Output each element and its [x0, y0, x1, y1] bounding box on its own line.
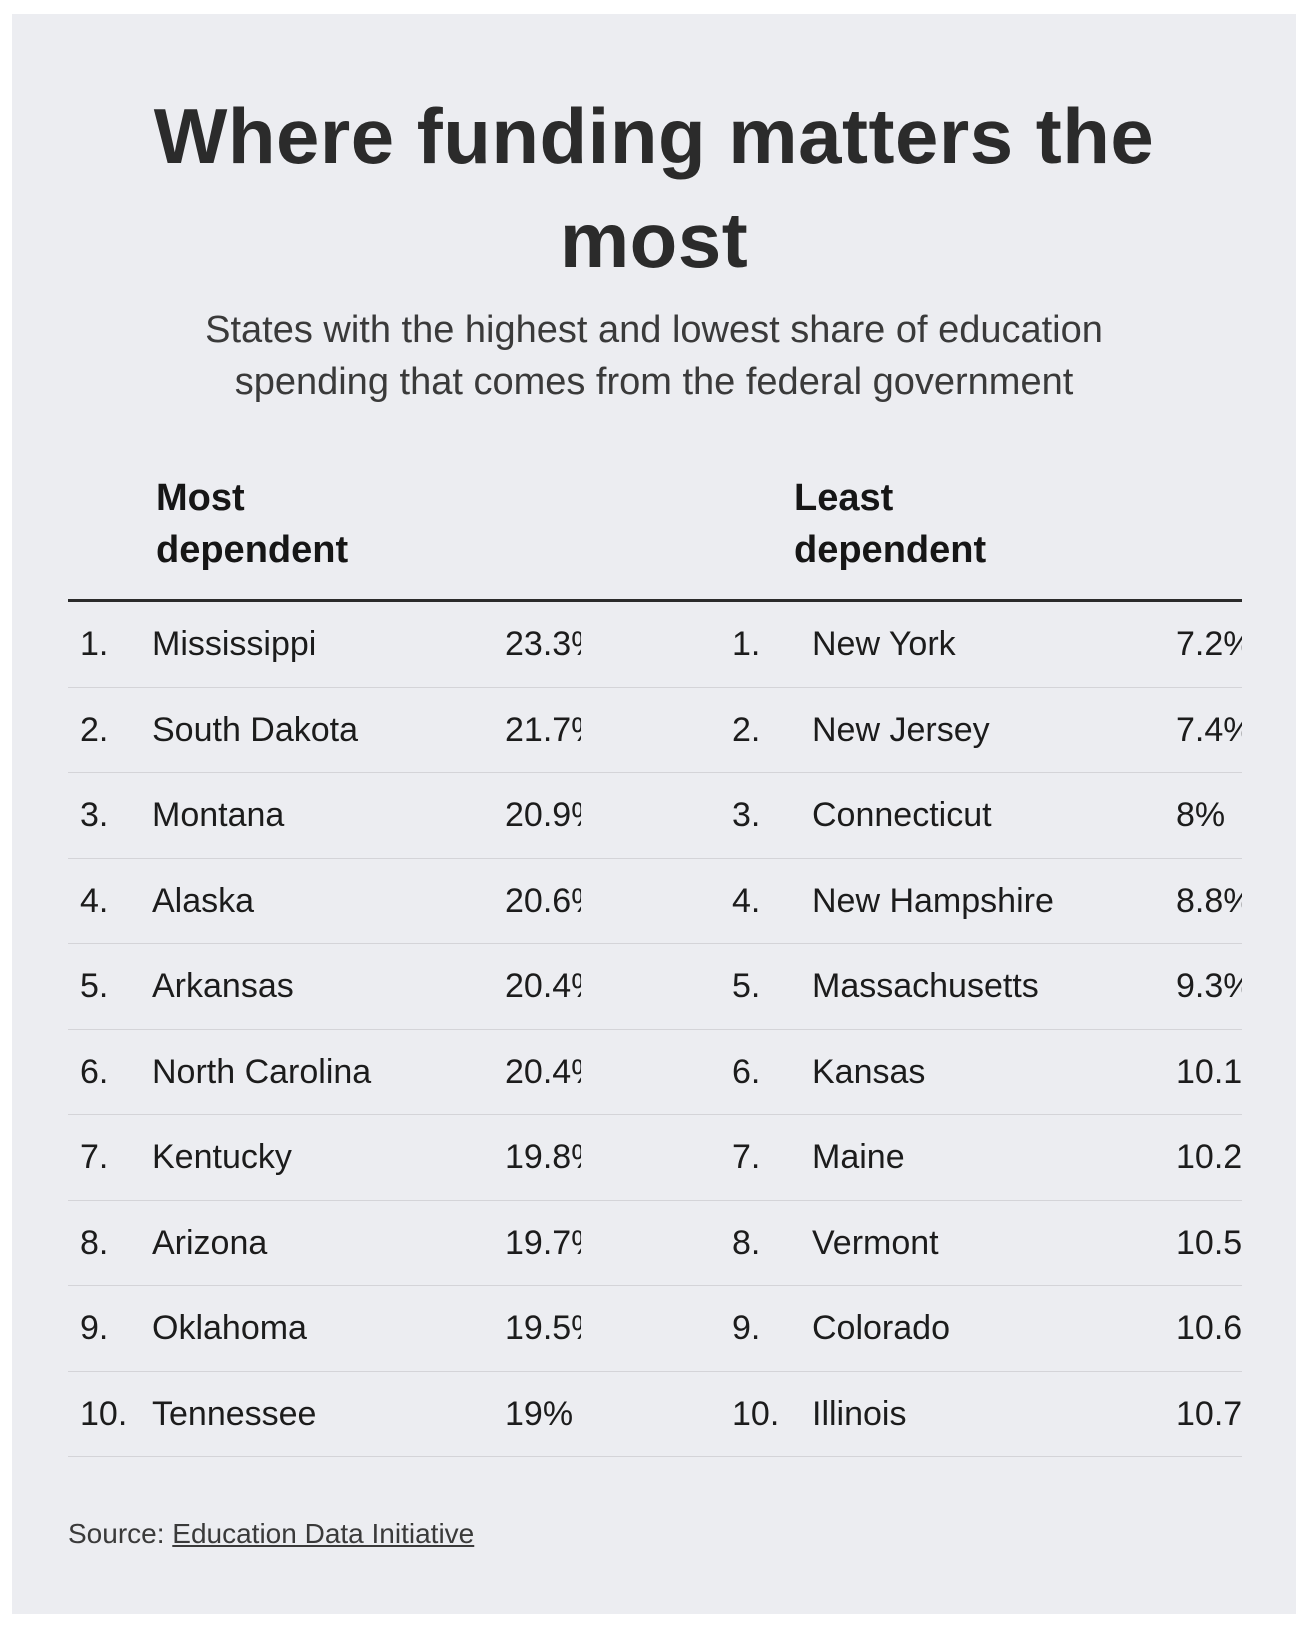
- most-rank: 10.: [80, 1394, 128, 1433]
- most-rank: 2.: [80, 710, 109, 749]
- most-state: Montana: [152, 796, 285, 834]
- most-rank: 8.: [80, 1223, 109, 1262]
- most-value: 23.3%: [505, 625, 581, 663]
- table-row: 5. Arkansas 20.4% 5. Massachusetts 9.3%: [68, 944, 1242, 1030]
- least-value: 10.6%: [1176, 1309, 1242, 1347]
- most-rank: 3.: [80, 796, 109, 834]
- least-state: Vermont: [812, 1223, 939, 1262]
- least-value: 10.1%: [1176, 1052, 1242, 1091]
- most-state: Kentucky: [152, 1138, 292, 1176]
- least-rank: 3.: [732, 796, 761, 834]
- least-state: Kansas: [812, 1052, 926, 1091]
- most-state: Arkansas: [152, 967, 294, 1005]
- table-row: 8. Arizona 19.7% 8. Vermont 10.5%: [68, 1201, 1242, 1286]
- source-label: Source:: [68, 1518, 165, 1549]
- ranking-table: 1. Mississippi 23.3% 1. New York 7.2% 2. South …: [68, 602, 1242, 1487]
- least-rank: 1.: [732, 625, 761, 663]
- least-rank: 4.: [732, 881, 761, 920]
- most-rank: 5.: [80, 967, 109, 1005]
- least-value: 8%: [1176, 796, 1226, 834]
- most-value: 20.6%: [505, 881, 581, 920]
- most-rank: 9.: [80, 1309, 109, 1347]
- most-rank: 4.: [80, 881, 109, 920]
- most-value: 20.4%: [505, 967, 581, 1005]
- table-row: 6. North Carolina 20.4% 6. Kansas 10.1%: [68, 1030, 1242, 1115]
- most-state: Alaska: [152, 881, 255, 920]
- table-row: 4. Alaska 20.6% 4. New Hampshire 8.8%: [68, 859, 1242, 944]
- least-rank: 9.: [732, 1309, 761, 1347]
- most-dependent-header: Most dependent: [156, 472, 476, 576]
- most-value: 20.4%: [505, 1052, 581, 1091]
- title-line-2: most: [559, 196, 749, 284]
- chart-card: Where funding matters the most States wi…: [12, 14, 1296, 1614]
- table-row: 10. Tennessee 19% 10. Illinois 10.7%: [68, 1372, 1242, 1457]
- source-link[interactable]: Education Data Initiative: [172, 1518, 475, 1549]
- least-rank: 5.: [732, 967, 761, 1005]
- most-state: North Carolina: [152, 1052, 372, 1091]
- chart-subtitle: States with the highest and lowest share…: [12, 304, 1296, 408]
- most-rank: 1.: [80, 625, 109, 663]
- least-value: 10.2%: [1176, 1138, 1242, 1176]
- least-value: 10.7%: [1176, 1394, 1242, 1433]
- least-value: 9.3%: [1176, 967, 1242, 1005]
- least-state: Illinois: [812, 1394, 907, 1433]
- most-value: 19%: [505, 1394, 574, 1433]
- least-dependent-header: Least dependent: [794, 472, 1114, 576]
- table-row: 7. Kentucky 19.8% 7. Maine 10.2%: [68, 1115, 1242, 1201]
- least-rank: 8.: [732, 1223, 761, 1262]
- most-state: South Dakota: [152, 710, 359, 749]
- title-line-1: Where funding matters the: [153, 92, 1155, 180]
- most-value: 19.7%: [505, 1223, 581, 1262]
- subtitle-line-2: spending that comes from the federal gov…: [234, 361, 1074, 403]
- most-value: 21.7%: [505, 710, 581, 749]
- least-rank: 6.: [732, 1052, 761, 1091]
- least-state: Connecticut: [812, 796, 992, 834]
- table-header-rule: [68, 599, 1242, 602]
- least-state: New Hampshire: [812, 881, 1054, 920]
- table-row: 9. Oklahoma 19.5% 9. Colorado 10.6%: [68, 1286, 1242, 1372]
- most-header-line-2: dependent: [156, 529, 349, 571]
- least-value: 8.8%: [1176, 881, 1242, 920]
- least-state: New Jersey: [812, 710, 990, 749]
- least-header-line-1: Least: [794, 477, 894, 519]
- most-value: 20.9%: [505, 796, 581, 834]
- least-state: Massachusetts: [812, 967, 1039, 1005]
- least-rank: 2.: [732, 710, 761, 749]
- least-state: Colorado: [812, 1309, 950, 1347]
- least-value: 7.4%: [1176, 710, 1242, 749]
- source-note: Source: Education Data Initiative: [68, 1514, 474, 1554]
- most-value: 19.5%: [505, 1309, 581, 1347]
- most-header-line-1: Most: [156, 477, 245, 519]
- most-state: Arizona: [152, 1223, 268, 1262]
- most-value: 19.8%: [505, 1138, 581, 1176]
- table-row: 2. South Dakota 21.7% 2. New Jersey 7.4%: [68, 688, 1242, 773]
- least-state: Maine: [812, 1138, 905, 1176]
- most-state: Oklahoma: [152, 1309, 307, 1347]
- least-rank: 7.: [732, 1138, 761, 1176]
- least-value: 10.5%: [1176, 1223, 1242, 1262]
- least-header-line-2: dependent: [794, 529, 987, 571]
- most-state: Mississippi: [152, 625, 317, 663]
- least-value: 7.2%: [1176, 625, 1242, 663]
- subtitle-line-1: States with the highest and lowest share…: [205, 309, 1103, 351]
- most-rank: 7.: [80, 1138, 109, 1176]
- least-state: New York: [812, 625, 956, 663]
- chart-title: Where funding matters the most: [12, 84, 1296, 292]
- least-rank: 10.: [732, 1394, 780, 1433]
- table-row: 3. Montana 20.9% 3. Connecticut 8%: [68, 773, 1242, 859]
- table-row: 1. Mississippi 23.3% 1. New York 7.2%: [68, 602, 1242, 688]
- most-state: Tennessee: [152, 1394, 317, 1433]
- most-rank: 6.: [80, 1052, 109, 1091]
